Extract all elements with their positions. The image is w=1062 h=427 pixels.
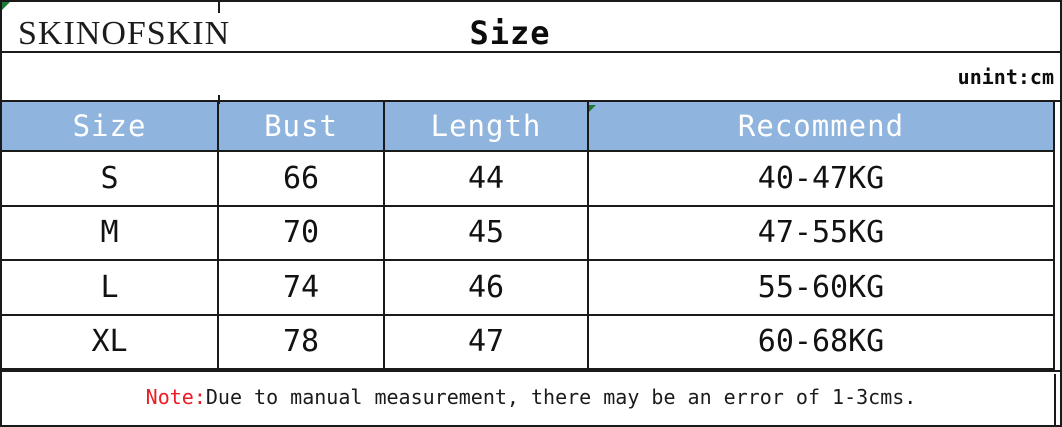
table-cell-recommend: 40-47KG: [587, 150, 1055, 207]
gridline-tick: [218, 2, 220, 13]
table-cell-bust: 70: [217, 204, 385, 261]
column-header-length: Length: [383, 102, 589, 152]
note-label: Note:: [145, 384, 206, 409]
table-cell-size: XL: [2, 313, 219, 370]
gridline-tick: [218, 95, 220, 104]
brand-logo: SKINOFSKIN: [18, 15, 231, 52]
column-header-bust: Bust: [217, 102, 385, 152]
note-row: Note: Due to manual measurement, there ma…: [2, 370, 1060, 421]
table-cell-bust: 66: [217, 150, 385, 207]
table-row: M 70 45 47-55KG: [2, 204, 1055, 261]
note-text: Due to manual measurement, there may be …: [205, 384, 917, 409]
table-cell-recommend: 47-55KG: [587, 204, 1055, 261]
column-header-recommend: Recommend: [587, 102, 1055, 152]
table-cell-size: L: [2, 259, 219, 316]
gridline-right-border: [1054, 374, 1056, 425]
column-header-size: Size: [2, 102, 219, 152]
table-cell-length: 47: [383, 313, 589, 370]
table-row: XL 78 47 60-68KG: [2, 313, 1055, 370]
table-cell-size: S: [2, 150, 219, 207]
header-band: SKINOFSKIN Size: [2, 2, 1060, 53]
page-title: Size: [469, 14, 551, 52]
table-region: Size Bust Length Recommend S 66 44 40-47…: [2, 102, 1060, 370]
unit-label: unint:cm: [957, 64, 1054, 89]
table-row: L 74 46 55-60KG: [2, 259, 1055, 316]
table-header-row: Size Bust Length Recommend: [2, 102, 1055, 152]
table-cell-length: 44: [383, 150, 589, 207]
table-row: S 66 44 40-47KG: [2, 150, 1055, 207]
table-cell-bust: 74: [217, 259, 385, 316]
error-indicator-triangle-icon: [2, 2, 10, 10]
error-indicator-triangle-icon: [589, 105, 596, 112]
table-cell-bust: 78: [217, 313, 385, 370]
table-cell-recommend: 55-60KG: [587, 259, 1055, 316]
table-cell-length: 46: [383, 259, 589, 316]
table-cell-size: M: [2, 204, 219, 261]
table-cell-recommend: 60-68KG: [587, 313, 1055, 370]
unit-band: unint:cm: [2, 53, 1060, 102]
table-cell-length: 45: [383, 204, 589, 261]
size-chart-table: Size Bust Length Recommend S 66 44 40-47…: [2, 102, 1055, 370]
